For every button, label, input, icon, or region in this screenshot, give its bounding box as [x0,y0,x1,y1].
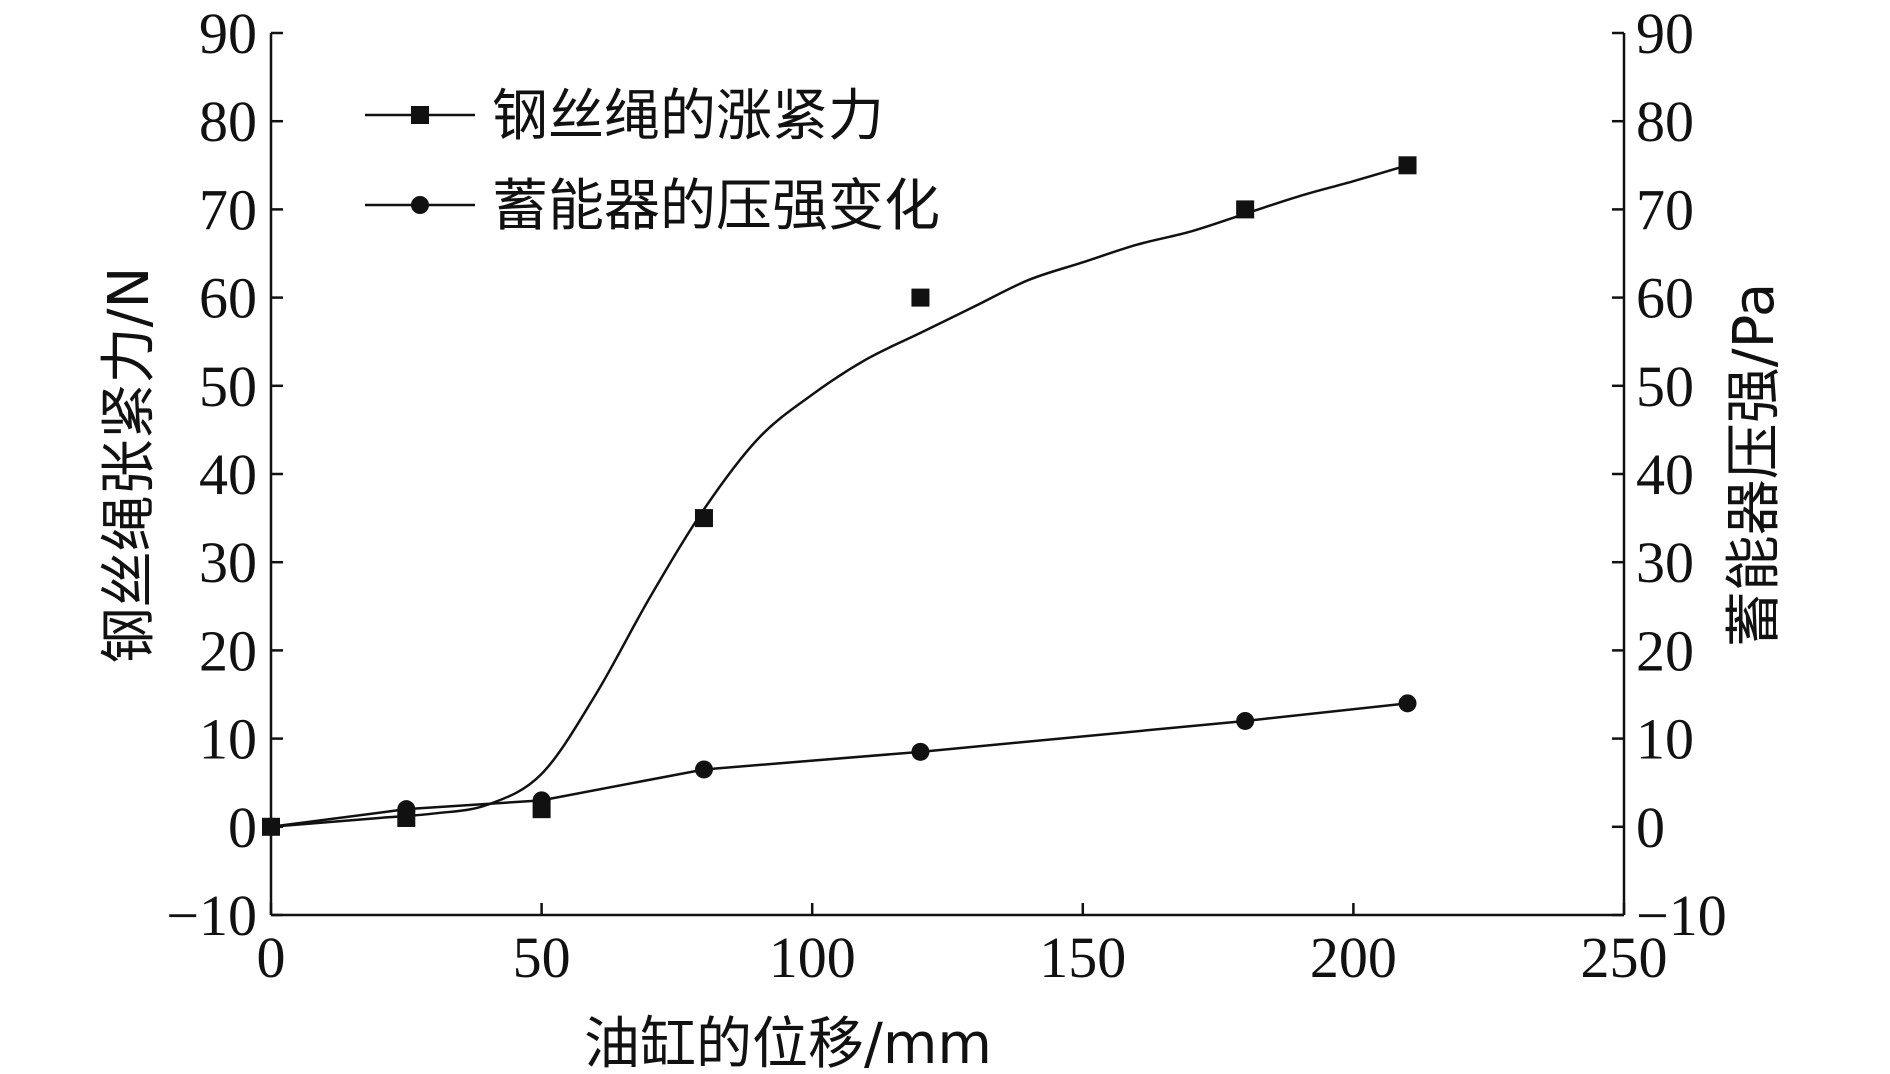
x-tick-label: 200 [1310,925,1397,990]
plot-frame [269,33,1626,917]
legend-circle-marker [411,196,429,214]
legend-label-tension: 钢丝绳的涨紧力 [492,84,884,149]
legend: 钢丝绳的涨紧力 蓄能器的压强变化 [365,84,940,239]
y-right-tick-label: −10 [1636,883,1727,948]
y-right-tick-label: 40 [1636,442,1694,507]
pressure-data-point [1236,711,1255,730]
y-right-tick-label: 10 [1636,707,1694,772]
y-right-tick-label: 20 [1636,618,1694,683]
y-right-tick-label: 30 [1636,530,1694,595]
left-y-axis-label: 钢丝绳张紧力/N [97,267,162,664]
x-tick-label: 250 [1581,925,1668,990]
pressure-data-point [262,817,280,836]
legend-entry-tension: 钢丝绳的涨紧力 [365,84,884,149]
pressure-data-point [911,742,930,761]
y-left-tick-label: 90 [199,1,257,66]
legend-label-pressure: 蓄能器的压强变化 [492,174,940,239]
x-tick-label: 50 [513,925,571,990]
tension-data-point [911,288,930,307]
series-tension [262,156,1417,836]
y-left-tick-label: 50 [199,354,257,419]
y-left-tick-label: 80 [199,89,257,154]
legend-square-marker [411,106,429,124]
legend-entry-pressure: 蓄能器的压强变化 [365,174,940,239]
tension-data-point [1398,156,1417,175]
y-left-tick-label: −10 [166,883,257,948]
pressure-data-point [532,791,551,810]
x-axis-label: 油缸的位移/mm [584,1012,992,1074]
y-left-tick-label: 30 [199,530,257,595]
y-ticks-right: −10 0 10 20 30 40 50 60 70 80 90 [1612,1,1727,948]
y-right-tick-label: 90 [1636,1,1694,66]
tension-data-point [1236,200,1255,219]
x-tick-label: 0 [257,925,286,990]
tension-data-point [694,509,713,528]
y-left-tick-label: 40 [199,442,257,507]
x-tick-label: 100 [769,925,856,990]
y-left-tick-label: 60 [199,266,257,331]
y-left-tick-label: 20 [199,618,257,683]
y-ticks-left: −10 0 10 20 30 40 50 60 70 80 90 [166,1,283,948]
y-right-tick-label: 70 [1636,177,1694,242]
y-right-tick-label: 60 [1636,266,1694,331]
y-right-tick-label: 0 [1636,795,1665,860]
pressure-data-point [694,760,713,779]
y-right-tick-label: 80 [1636,89,1694,154]
series-layer [262,156,1417,836]
y-left-tick-label: 70 [199,177,257,242]
y-left-tick-label: 10 [199,707,257,772]
pressure-data-point [1398,694,1417,713]
x-ticks: 0 50 100 150 200 250 [257,903,1668,990]
right-y-axis-label: 蓄能器压强/Pa [1722,283,1787,647]
pressure-data-point [397,800,416,819]
series-pressure [262,694,1417,836]
y-left-tick-label: 0 [228,795,257,860]
tension-fit-curve [270,164,1408,829]
x-tick-label: 150 [1039,925,1126,990]
y-right-tick-label: 50 [1636,354,1694,419]
